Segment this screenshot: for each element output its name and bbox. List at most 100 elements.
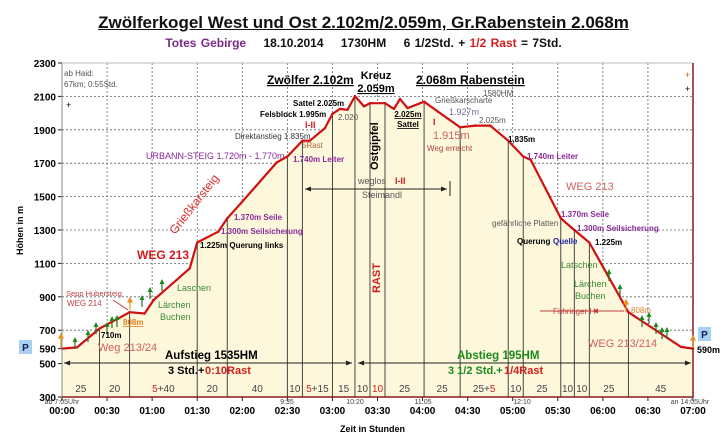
segment-duration-label: 20 [207, 384, 219, 395]
trees [72, 269, 670, 349]
x-tick-label: 06:30 [635, 406, 661, 417]
plus-mark: + [685, 70, 690, 80]
tree-icon [606, 269, 612, 281]
tree-icon [109, 316, 115, 328]
y-tick-label: 1100 [34, 259, 56, 270]
date: 18.10.2014 [263, 36, 324, 50]
weg-214-label: WEG 214 [67, 299, 102, 308]
tree-crown [147, 287, 153, 292]
plus-mark: + [66, 100, 71, 110]
segment-duration-part: 40 [252, 384, 264, 395]
buchen2-label: Buchen [575, 291, 606, 301]
page-title: Zwölferkogel West und Ost 2.102m/2.059m,… [98, 13, 629, 32]
weg-213-24-label: Weg 213/24 [98, 342, 157, 354]
height-1225: 1.225m [595, 238, 622, 247]
segment-duration-part: 10 [576, 384, 588, 395]
weglos-label: weglos [357, 176, 387, 186]
segment-duration-label: 40 [252, 384, 264, 395]
rabenstein-label: 2.068m Rabenstein [416, 73, 525, 87]
tree-icon [653, 322, 659, 334]
tree-icon [617, 284, 623, 296]
tree-icon [104, 322, 110, 334]
height-2025: 2.025m [479, 116, 506, 125]
segment-duration-part: 20 [207, 384, 219, 395]
segment-duration-label: 25 [603, 384, 615, 395]
tree-crown [659, 327, 665, 332]
tree-icon [646, 312, 652, 324]
sattel-label: Sattel 2.025m [293, 99, 344, 108]
clock-label: 12:10 [513, 399, 531, 406]
segment-duration-label: 25 [536, 384, 548, 395]
x-tick-label: 04:30 [455, 406, 481, 417]
zwoelfer-label: Zwölfer 2.102m [267, 73, 354, 87]
x-tick-label: 07:00 [680, 406, 706, 417]
kreuz-height: 2.059m [357, 83, 395, 95]
height-1835: 1,835m [508, 135, 535, 144]
weg-213-left: WEG 213 [137, 248, 189, 262]
weg-213-214-label: WEG 213/214 [588, 338, 657, 350]
tree-icon [639, 315, 645, 327]
segment-duration-label: 25 [437, 384, 449, 395]
tree-crown [93, 322, 99, 327]
y-tick-label: 1500 [34, 193, 57, 204]
parking-icon: P [701, 330, 708, 341]
total-time: = 7Std. [520, 36, 562, 50]
tree-crown [606, 269, 612, 274]
abstieg-label: Abstieg 195HM [457, 350, 539, 362]
x-tick-label: 00:00 [49, 406, 75, 417]
segment-duration-part: 25 [437, 384, 449, 395]
tree-icon [72, 337, 78, 349]
abstieg-rast: 1/4Rast [504, 365, 543, 377]
sepp-arrow [112, 299, 129, 311]
x-axis-label: Zeit in Stunden [340, 424, 405, 434]
tree-icon [139, 295, 145, 307]
segment-duration-part: 5 [490, 384, 496, 395]
profile-area [62, 96, 693, 397]
tree-crown [159, 279, 165, 284]
urbann-steig-label: URBANN-STEIG 1.720m - 1.770m [146, 151, 285, 161]
clock-label: 10:20 [346, 399, 364, 406]
grade-label: I-II [305, 120, 316, 130]
segment-duration-label: 25 [75, 384, 87, 395]
plus-mark: + [685, 84, 690, 94]
laschen-label: Laschen [177, 283, 211, 293]
aufstieg-time: 3 Std.+ [168, 365, 204, 377]
page-subtitle: Totes Gebirge 18.10.2014 1730HM 6 1/2Std… [0, 36, 727, 50]
seile2-label: 1.370m Seile [561, 210, 610, 219]
fuehringer-label: Führinger H [553, 307, 595, 316]
segment-duration-part: +15 [312, 384, 329, 395]
segment-duration-part: 10 [372, 384, 384, 395]
segment-duration-label: 10 [576, 384, 588, 395]
x-tick-label: 02:30 [275, 406, 301, 417]
segment-duration-label: 45 [655, 384, 667, 395]
tree-crown [109, 316, 115, 321]
tree-icon [159, 279, 165, 291]
tree-icon [147, 287, 153, 299]
querung-label: Querung [517, 237, 550, 246]
segment-duration-label: 5+40 [152, 384, 175, 395]
start-clock: ab 7:05Uhr [45, 399, 80, 406]
hm-label: 1580HM [483, 89, 514, 98]
clock-label: 9:35 [280, 399, 294, 406]
y-tick-label: 2100 [34, 92, 57, 103]
segment-duration-part: 25 [75, 384, 87, 395]
height-710: 710m [101, 331, 121, 340]
segment-duration-part: 10 [562, 384, 574, 395]
tree-crown [114, 315, 120, 320]
segment-duration-part: 15 [338, 384, 350, 395]
scharte-label: Grießkarscharte [435, 96, 493, 105]
quelle-label: Quelle [553, 237, 578, 246]
x-tick-label: 03:30 [365, 406, 391, 417]
x-tick-label: 05:00 [500, 406, 526, 417]
querung-links-label: 1.225m Querung links [200, 241, 284, 250]
clock-label: 11:05 [415, 399, 432, 406]
rast-5-label: 5Rast [302, 141, 324, 150]
height-808-descent: 808m [631, 306, 651, 315]
segment-duration-label: 25 [399, 384, 411, 395]
direktanstieg-label: Direktanstieg 1.835m [235, 132, 311, 141]
tree-crown [617, 284, 623, 289]
profile-line [61, 95, 694, 350]
y-tick-label: 300 [39, 393, 56, 404]
